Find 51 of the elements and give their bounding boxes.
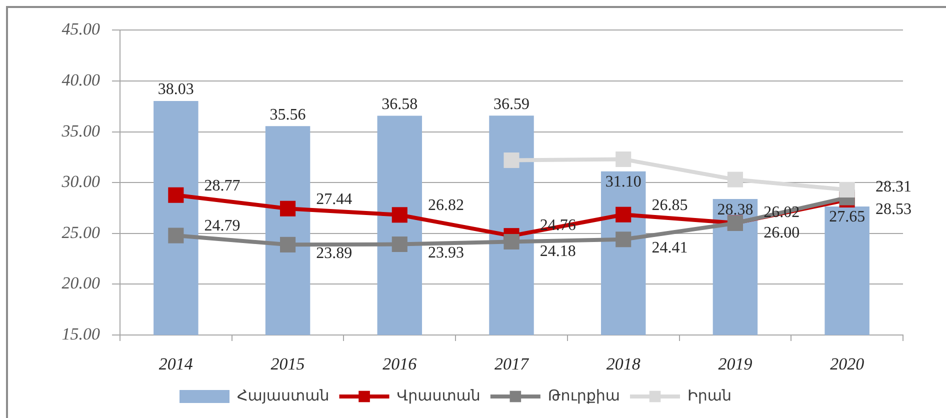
point	[839, 182, 855, 198]
data-label: 23.93	[428, 244, 464, 262]
y-tick-label: 30.00	[60, 172, 100, 192]
x-tick-label: 2014	[158, 354, 194, 374]
point	[616, 232, 632, 248]
y-tick-label: 20.00	[62, 274, 100, 293]
point	[616, 206, 632, 222]
x-tick-label: 2020	[830, 354, 865, 374]
data-label: 26.85	[652, 196, 688, 214]
data-label: 35.56	[270, 106, 306, 124]
x-tick-label: 2017	[494, 354, 530, 374]
y-tick-label: 25.00	[62, 222, 100, 242]
data-label: 24.79	[204, 218, 240, 235]
x-tick-label: 2016	[382, 354, 418, 374]
y-tick-label: 40.00	[62, 70, 100, 90]
data-label: 26.02	[764, 204, 800, 222]
data-label: 31.10	[605, 174, 642, 191]
point	[392, 236, 408, 252]
point	[504, 152, 520, 168]
point	[168, 187, 184, 203]
y-tick-label: 45.00	[62, 20, 100, 39]
data-label: 23.89	[316, 244, 352, 262]
data-label: 24.41	[652, 240, 688, 257]
legend-label: Վրաստան	[396, 386, 480, 404]
data-label: 26.82	[428, 197, 464, 214]
legend-label: Թուրքիա	[548, 386, 620, 404]
point	[727, 172, 743, 188]
y-tick-label: 35.00	[60, 121, 100, 140]
x-tick-label: 2019	[718, 354, 753, 374]
legend-label: Իրան	[688, 386, 732, 404]
point	[504, 234, 520, 250]
data-label: 27.65	[829, 208, 866, 226]
data-label: 28.77	[204, 177, 240, 194]
data-label: 28.53	[875, 200, 912, 218]
x-tick-label: 2015	[270, 354, 305, 374]
point	[392, 207, 408, 223]
data-label: 27.44	[316, 190, 352, 208]
data-label: 24.18	[540, 242, 576, 260]
x-tick-label: 2018	[606, 354, 641, 374]
data-label: 28.31	[875, 178, 912, 196]
point	[168, 228, 184, 244]
point	[280, 236, 296, 252]
data-label: 26.00	[764, 224, 800, 242]
data-label: 38.03	[158, 81, 194, 98]
point	[616, 151, 632, 168]
y-tick-label: 15.00	[62, 324, 100, 344]
legend-label: Հայաստան	[237, 386, 330, 404]
data-label: 28.38	[717, 201, 754, 218]
point	[280, 200, 296, 216]
data-label: 36.58	[382, 96, 418, 113]
data-label: 36.59	[494, 96, 530, 113]
